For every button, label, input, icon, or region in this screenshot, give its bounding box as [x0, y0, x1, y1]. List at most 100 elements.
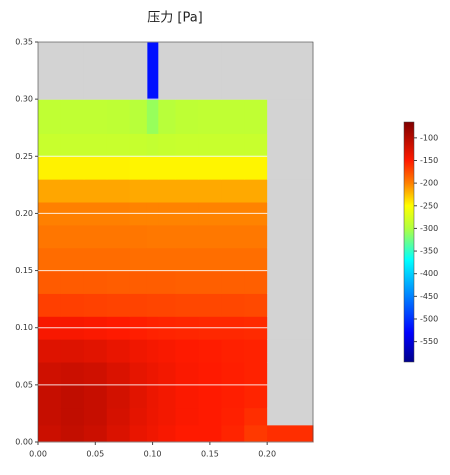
cell — [129, 133, 148, 157]
cell — [198, 362, 222, 386]
cell — [106, 424, 131, 443]
cell — [38, 362, 62, 386]
cell — [60, 156, 85, 180]
y-tick-label: 0.15 — [15, 266, 33, 275]
chart-title: 压力 [Pa] — [147, 11, 203, 26]
x-tick-label: 0.05 — [86, 450, 104, 459]
y-tick-label: 0.00 — [15, 438, 33, 447]
cell — [158, 270, 176, 294]
cell — [106, 179, 131, 203]
cell — [129, 293, 148, 317]
cell — [158, 179, 176, 203]
cell — [60, 407, 85, 426]
cell — [60, 339, 85, 363]
plot-frame — [37, 41, 314, 443]
cell — [221, 339, 245, 363]
cell — [175, 339, 199, 363]
solid-region — [267, 270, 314, 294]
cell — [129, 384, 148, 409]
cell — [38, 156, 62, 180]
cell — [244, 384, 268, 409]
cell — [83, 424, 108, 443]
cell — [38, 179, 62, 203]
cell — [146, 270, 159, 294]
colorbar-tick-label: -150 — [420, 156, 438, 165]
solid-region — [267, 407, 314, 426]
cell — [146, 384, 159, 409]
cell — [146, 156, 159, 180]
colorbar-tick-label: -100 — [420, 133, 438, 142]
cell — [129, 424, 148, 443]
cell — [198, 424, 222, 443]
cell — [175, 293, 199, 317]
cell — [175, 156, 199, 180]
cell — [221, 424, 245, 443]
cell — [106, 407, 131, 426]
solid-region — [198, 42, 222, 100]
x-tick-label: 0.20 — [258, 450, 276, 459]
cell — [267, 424, 314, 443]
y-tick-label: 0.30 — [15, 95, 33, 104]
cell — [244, 270, 268, 294]
cell — [83, 270, 108, 294]
cell — [38, 133, 62, 157]
cell — [146, 424, 159, 443]
cell — [60, 362, 85, 386]
cell — [198, 407, 222, 426]
solid-region — [175, 42, 199, 100]
solid-region — [267, 202, 314, 226]
y-tick-label: 0.10 — [15, 323, 33, 332]
y-tick-label: 0.35 — [15, 38, 33, 47]
cell — [198, 133, 222, 157]
cell — [146, 42, 159, 100]
cell — [221, 407, 245, 426]
cell — [38, 339, 62, 363]
solid-region — [267, 179, 314, 203]
cell — [146, 339, 159, 363]
cell — [158, 339, 176, 363]
solid-region — [129, 42, 148, 100]
cell — [158, 224, 176, 249]
cell — [175, 270, 199, 294]
solid-region — [267, 133, 314, 157]
cell — [244, 133, 268, 157]
cell — [221, 179, 245, 203]
solid-region — [38, 42, 62, 100]
solid-region — [267, 293, 314, 317]
cell — [158, 407, 176, 426]
solid-region — [267, 224, 314, 249]
solid-region — [267, 362, 314, 386]
cell — [221, 362, 245, 386]
cell — [60, 293, 85, 317]
cell — [129, 156, 148, 180]
cell — [244, 293, 268, 317]
cell — [106, 133, 131, 157]
cell — [60, 133, 85, 157]
solid-region — [244, 42, 268, 100]
cell — [198, 224, 222, 249]
cell — [158, 424, 176, 443]
cell — [83, 179, 108, 203]
solid-region — [221, 42, 245, 100]
cell — [158, 156, 176, 180]
cell — [60, 424, 85, 443]
cell — [198, 156, 222, 180]
solid-region — [83, 42, 108, 100]
cell — [38, 407, 62, 426]
solid-region — [60, 42, 85, 100]
cell — [244, 179, 268, 203]
cell — [175, 384, 199, 409]
cell — [129, 407, 148, 426]
cell — [244, 424, 268, 443]
cell — [221, 224, 245, 249]
cell — [83, 339, 108, 363]
cell — [221, 293, 245, 317]
cell — [83, 133, 108, 157]
solid-region — [158, 42, 176, 100]
solid-region — [267, 316, 314, 340]
cell — [175, 224, 199, 249]
cell — [244, 156, 268, 180]
cell — [158, 293, 176, 317]
cell — [83, 384, 108, 409]
colorbar-tick-label: -450 — [420, 292, 438, 301]
